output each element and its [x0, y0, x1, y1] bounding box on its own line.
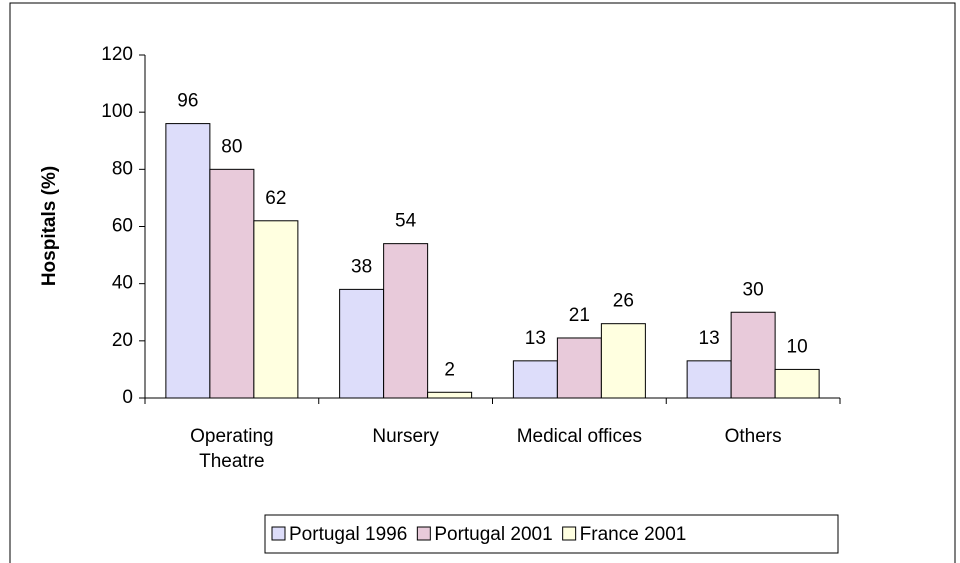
x-tick-label: Operating Theatre — [190, 426, 274, 472]
y-tick-label: 120 — [101, 44, 133, 65]
bar — [730, 311, 776, 399]
chart-border — [9, 2, 956, 563]
bar — [512, 360, 558, 399]
y-tick-label: 60 — [112, 216, 133, 237]
bar — [339, 288, 385, 399]
bar — [427, 391, 473, 399]
legend-swatch — [271, 526, 286, 541]
x-tick-label: Others — [724, 426, 782, 447]
data-label: 2 — [444, 359, 455, 380]
x-tick-label: Medical offices — [516, 426, 643, 447]
bar — [600, 323, 646, 399]
y-tick-label: 80 — [112, 158, 133, 179]
legend-label: Portugal 2001 — [434, 524, 552, 545]
data-label: 54 — [395, 211, 417, 232]
data-label: 10 — [787, 336, 808, 357]
bar — [774, 368, 820, 399]
legend-label: Portugal 1996 — [289, 524, 407, 545]
bar — [209, 168, 255, 399]
data-label: 38 — [351, 256, 372, 277]
data-label: 96 — [177, 91, 198, 112]
bar — [383, 243, 429, 399]
bar — [253, 220, 299, 399]
legend-label: France 2001 — [580, 524, 687, 545]
y-tick-label: 40 — [112, 273, 133, 294]
x-tick-label: Nursery — [372, 426, 439, 447]
y-tick-label: 100 — [101, 101, 133, 122]
y-tick-label: 0 — [122, 387, 133, 408]
data-label: 13 — [699, 328, 720, 349]
data-label: 30 — [743, 279, 764, 300]
bar — [686, 360, 732, 399]
data-label: 13 — [525, 328, 546, 349]
y-axis-label: Hospitals (%) — [39, 166, 60, 286]
legend-swatch — [416, 526, 431, 541]
bar — [165, 123, 211, 399]
legend-box — [264, 514, 839, 554]
legend-swatch — [562, 526, 577, 541]
data-label: 21 — [569, 305, 590, 326]
data-label: 80 — [221, 136, 242, 157]
bar — [556, 337, 602, 399]
data-label: 26 — [613, 291, 634, 312]
y-tick-label: 20 — [112, 330, 133, 351]
data-label: 62 — [265, 188, 286, 209]
